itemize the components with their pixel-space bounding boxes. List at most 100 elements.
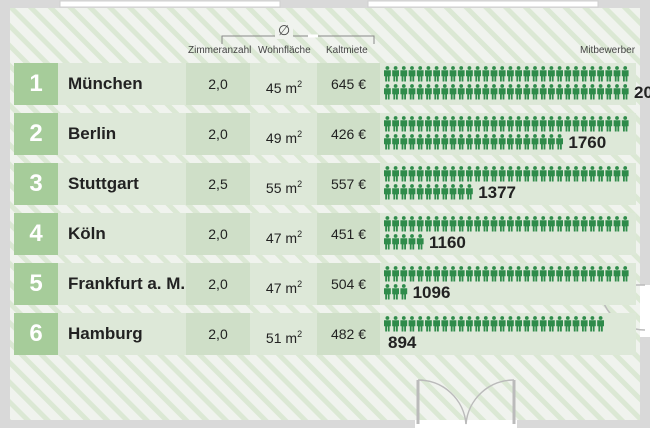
rent-value: 504 €: [330, 276, 367, 292]
person-icon: [400, 266, 408, 282]
person-icon: [449, 216, 457, 232]
competitor-icons: [384, 316, 604, 332]
person-icon: [400, 234, 408, 250]
person-icon: [449, 184, 457, 200]
person-icon: [498, 66, 506, 82]
person-icon: [572, 216, 580, 232]
person-icon: [457, 166, 465, 182]
person-icon: [498, 166, 506, 182]
person-icon: [531, 66, 539, 82]
person-icon: [400, 284, 408, 300]
person-icon: [580, 216, 588, 232]
person-icon: [482, 266, 490, 282]
person-icon: [457, 316, 465, 332]
person-icon: [507, 266, 514, 282]
person-icon: [580, 316, 588, 332]
person-icon: [441, 66, 449, 82]
person-icon: [523, 166, 531, 182]
person-icon: [507, 166, 514, 182]
person-icon: [539, 116, 547, 132]
area-number: 55: [265, 180, 282, 196]
person-icon: [474, 66, 481, 82]
person-icon: [613, 216, 621, 232]
person-icon: [613, 116, 621, 132]
person-icon: [589, 84, 596, 100]
person-icon: [425, 134, 432, 150]
person-icon: [384, 84, 391, 100]
city-name: München: [68, 74, 143, 93]
rooms-value: 2,0: [208, 326, 228, 342]
person-icon: [589, 66, 596, 82]
rent-value: 557 €: [330, 176, 367, 192]
person-icon: [531, 84, 539, 100]
person-icon: [408, 184, 416, 200]
person-icon: [416, 66, 424, 82]
person-icon: [572, 84, 580, 100]
header-area: Wohnfläche: [258, 45, 311, 56]
average-symbol: ∅: [275, 22, 294, 39]
person-icon: [580, 166, 588, 182]
person-icon: [416, 266, 424, 282]
person-icon: [548, 66, 555, 82]
person-icon: [531, 116, 539, 132]
person-icon: [498, 266, 506, 282]
person-icon: [490, 216, 498, 232]
person-icon: [474, 134, 481, 150]
person-icon: [507, 84, 514, 100]
rooms-cell-bg: [186, 263, 250, 305]
city-name: Frankfurt a. M.: [68, 274, 186, 293]
competitor-icons: [384, 266, 629, 300]
person-icon: [515, 316, 522, 332]
person-icon: [490, 266, 498, 282]
person-icon: [564, 316, 572, 332]
person-icon: [416, 184, 424, 200]
rank-number: 5: [14, 263, 58, 305]
area-value: 55 m2: [253, 163, 315, 205]
person-icon: [498, 116, 506, 132]
person-icon: [589, 116, 596, 132]
person-icon: [425, 66, 432, 82]
area-unit-exponent: 2: [297, 329, 303, 339]
rooms-value: 2,0: [208, 276, 228, 292]
rent-value: 482 €: [330, 326, 367, 342]
person-icon: [433, 166, 440, 182]
person-icon: [482, 84, 490, 100]
competitor-count: 1096: [412, 283, 451, 302]
person-icon: [548, 116, 555, 132]
area-unit-exponent: 2: [297, 129, 303, 139]
person-icon: [384, 266, 391, 282]
person-icon: [621, 266, 629, 282]
person-icon: [384, 316, 391, 332]
area-unit-exponent: 2: [297, 79, 303, 89]
rooms-cell-bg: [186, 63, 250, 105]
rent-cell-bg: [317, 263, 380, 305]
person-icon: [416, 216, 424, 232]
person-icon: [466, 116, 473, 132]
person-icon: [433, 216, 440, 232]
person-icon: [449, 66, 457, 82]
person-icon: [507, 134, 514, 150]
person-icon: [408, 234, 416, 250]
person-icon: [416, 134, 424, 150]
header-rooms: Zimmeranzahl: [188, 45, 252, 56]
person-icon: [556, 134, 563, 150]
person-icon: [441, 134, 449, 150]
person-icon: [425, 216, 432, 232]
person-icon: [425, 316, 432, 332]
person-icon: [507, 116, 514, 132]
person-icon: [416, 316, 424, 332]
person-icon: [408, 216, 416, 232]
rent-cell-bg: [317, 113, 380, 155]
person-icon: [482, 66, 490, 82]
person-icon: [572, 166, 580, 182]
person-icon: [572, 66, 580, 82]
person-icon: [572, 266, 580, 282]
rent-value: 451 €: [330, 226, 367, 242]
rooms-value: 2,5: [208, 176, 228, 192]
person-icon: [498, 216, 506, 232]
competitor-icons: [384, 216, 629, 250]
competitor-icons: [384, 66, 629, 100]
person-icon: [425, 84, 432, 100]
person-icon: [523, 316, 531, 332]
person-icon: [531, 134, 539, 150]
